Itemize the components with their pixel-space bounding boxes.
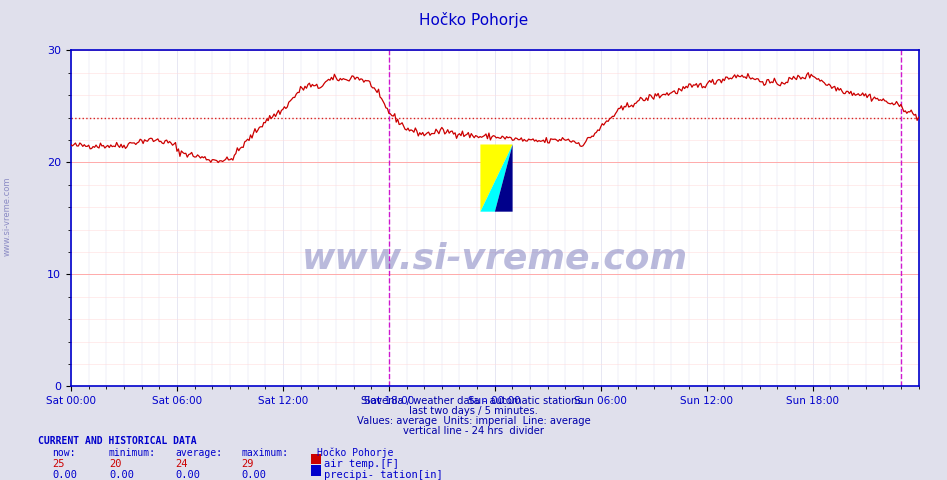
- Text: 29: 29: [241, 459, 254, 469]
- Text: precipi- tation[in]: precipi- tation[in]: [324, 470, 442, 480]
- Text: www.si-vreme.com: www.si-vreme.com: [3, 176, 12, 256]
- Text: 0.00: 0.00: [52, 470, 77, 480]
- Polygon shape: [495, 144, 512, 212]
- Text: 20: 20: [109, 459, 121, 469]
- Text: Slovenia / weather data - automatic stations.: Slovenia / weather data - automatic stat…: [361, 396, 586, 406]
- Text: 25: 25: [52, 459, 64, 469]
- Text: minimum:: minimum:: [109, 448, 156, 458]
- Text: vertical line - 24 hrs  divider: vertical line - 24 hrs divider: [403, 426, 544, 436]
- Polygon shape: [480, 144, 512, 212]
- Text: 0.00: 0.00: [175, 470, 200, 480]
- Polygon shape: [480, 144, 512, 212]
- Text: last two days / 5 minutes.: last two days / 5 minutes.: [409, 406, 538, 416]
- Text: average:: average:: [175, 448, 223, 458]
- Text: maximum:: maximum:: [241, 448, 289, 458]
- Text: Hočko Pohorje: Hočko Pohorje: [419, 12, 528, 28]
- Text: Hočko Pohorje: Hočko Pohorje: [317, 448, 394, 458]
- Text: air temp.[F]: air temp.[F]: [324, 459, 399, 469]
- Text: Values: average  Units: imperial  Line: average: Values: average Units: imperial Line: av…: [357, 416, 590, 426]
- Text: now:: now:: [52, 448, 76, 458]
- Text: CURRENT AND HISTORICAL DATA: CURRENT AND HISTORICAL DATA: [38, 436, 197, 446]
- Text: 0.00: 0.00: [109, 470, 134, 480]
- Text: www.si-vreme.com: www.si-vreme.com: [302, 242, 688, 276]
- Text: 24: 24: [175, 459, 188, 469]
- Text: 0.00: 0.00: [241, 470, 266, 480]
